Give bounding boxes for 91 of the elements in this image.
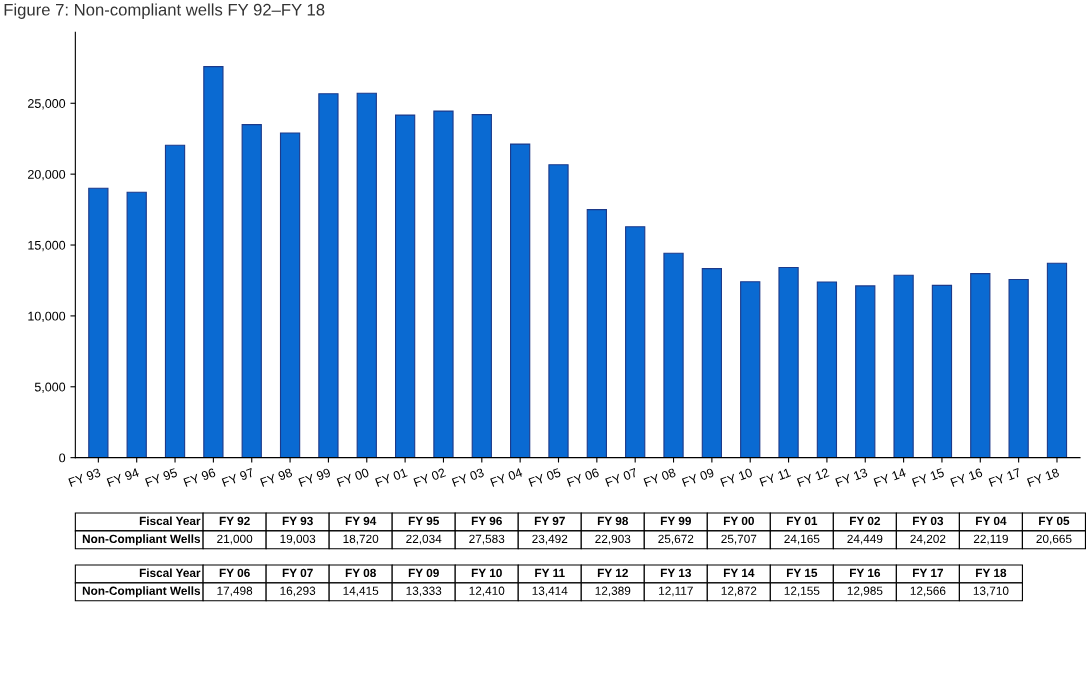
category-label: FY 97 bbox=[534, 516, 565, 526]
y-tick-label: 0 bbox=[59, 453, 66, 463]
x-tick-label: FY 16 bbox=[950, 467, 983, 487]
x-tick-label: FY 97 bbox=[221, 467, 255, 487]
text: Non-Compliant Wells bbox=[82, 586, 201, 598]
text: 24,202 bbox=[910, 534, 946, 545]
x-tick-label: FY 02 bbox=[413, 467, 447, 487]
x-tick-label: FY 01 bbox=[375, 467, 408, 487]
text: 27,583 bbox=[469, 534, 505, 545]
text: 23,492 bbox=[532, 534, 568, 545]
category-label: FY 11 bbox=[535, 568, 565, 577]
x-tick-label: FY 96 bbox=[183, 467, 217, 487]
text: 22,119 bbox=[973, 534, 1008, 545]
text: 13,333 bbox=[406, 586, 442, 597]
category-label: FY 13 bbox=[660, 568, 692, 578]
category-label: FY 17 bbox=[913, 568, 944, 577]
x-tick-label: FY 15 bbox=[911, 467, 945, 487]
category-label: FY 00 bbox=[723, 516, 754, 526]
x-tick-label: FY 18 bbox=[1026, 467, 1060, 487]
category-label: FY 01 bbox=[786, 516, 818, 526]
text: Fiscal Year bbox=[139, 516, 201, 526]
y-tick-label: 5,000 bbox=[34, 382, 66, 393]
category-label: FY 07 bbox=[282, 568, 313, 578]
text: 12,985 bbox=[847, 586, 883, 597]
x-tick-label: FY 07 bbox=[605, 467, 638, 487]
x-tick-label: FY 10 bbox=[720, 467, 753, 487]
text: 25,672 bbox=[658, 534, 694, 545]
text: 13,710 bbox=[973, 586, 1009, 597]
category-label: FY 14 bbox=[723, 568, 755, 577]
y-tick-label: 15,000 bbox=[28, 240, 66, 252]
x-tick-label: FY 06 bbox=[566, 467, 600, 487]
text: 12,566 bbox=[910, 586, 946, 597]
text: 12,410 bbox=[469, 586, 505, 597]
text: 24,449 bbox=[847, 534, 883, 545]
text: 16,293 bbox=[280, 586, 316, 597]
text: 12,117 bbox=[659, 586, 693, 597]
x-tick-label: FY 95 bbox=[144, 467, 178, 487]
category-label: FY 96 bbox=[471, 516, 502, 526]
x-tick-label: FY 12 bbox=[796, 467, 830, 487]
category-label: FY 98 bbox=[597, 516, 629, 526]
text: 20,665 bbox=[1036, 534, 1072, 545]
text: FY 92 bbox=[219, 516, 250, 526]
category-label: FY 93 bbox=[282, 516, 313, 526]
x-tick-label: FY 03 bbox=[451, 467, 485, 487]
category-label: FY 94 bbox=[345, 516, 377, 526]
x-tick-label: FY 17 bbox=[988, 468, 1022, 487]
x-tick-label: FY 94 bbox=[106, 467, 140, 487]
text: 14,415 bbox=[343, 586, 379, 597]
category-label: FY 16 bbox=[850, 568, 881, 578]
text: 13,414 bbox=[532, 586, 568, 597]
x-tick-label: FY 99 bbox=[298, 467, 332, 487]
x-tick-label: FY 00 bbox=[336, 467, 370, 487]
text: 18,720 bbox=[343, 534, 379, 545]
category-label: FY 05 bbox=[1039, 516, 1070, 526]
chart-title: Figure 7: Non-compliant wells FY 92–FY 18 bbox=[4, 3, 325, 19]
category-label: FY 12 bbox=[597, 568, 628, 577]
text: 12,389 bbox=[595, 586, 631, 597]
x-tick-label: FY 98 bbox=[260, 467, 293, 487]
x-tick-label: FY 05 bbox=[528, 467, 562, 487]
y-tick-label: 20,000 bbox=[28, 169, 66, 181]
x-tick-label: FY 09 bbox=[681, 467, 715, 487]
text: 17,498 bbox=[217, 586, 253, 597]
text: 24,165 bbox=[784, 534, 820, 545]
category-label: FY 15 bbox=[786, 568, 818, 578]
text: 19,003 bbox=[280, 534, 316, 545]
category-label: FY 08 bbox=[345, 568, 376, 578]
x-tick-label: FY 04 bbox=[490, 467, 523, 487]
text: Fiscal Year bbox=[139, 568, 201, 578]
category-label: FY 06 bbox=[219, 568, 250, 578]
category-label: FY 04 bbox=[976, 516, 1007, 526]
text: 25,707 bbox=[721, 534, 757, 545]
x-tick-label: FY 11 bbox=[759, 468, 792, 487]
text: Non-Compliant Wells bbox=[82, 534, 201, 546]
category-label: FY 03 bbox=[913, 516, 944, 526]
y-tick-label: 10,000 bbox=[28, 311, 66, 323]
text: 12,872 bbox=[721, 586, 757, 597]
category-label: FY 10 bbox=[471, 568, 502, 578]
text: 21,000 bbox=[217, 534, 253, 545]
category-label: FY 99 bbox=[660, 516, 691, 526]
y-tick-label: 25,000 bbox=[28, 99, 66, 110]
category-label: FY 18 bbox=[976, 568, 1007, 578]
x-tick-label: FY 93 bbox=[68, 467, 101, 487]
text: 22,903 bbox=[595, 534, 631, 545]
category-label: FY 95 bbox=[408, 516, 440, 526]
x-tick-label: FY 14 bbox=[873, 467, 907, 487]
category-label: FY 02 bbox=[850, 516, 881, 526]
x-tick-label: FY 13 bbox=[835, 467, 868, 487]
x-tick-label: FY 08 bbox=[643, 467, 677, 487]
category-label: FY 09 bbox=[408, 568, 439, 578]
text: 22,034 bbox=[406, 534, 442, 545]
text: 12,155 bbox=[784, 586, 820, 597]
